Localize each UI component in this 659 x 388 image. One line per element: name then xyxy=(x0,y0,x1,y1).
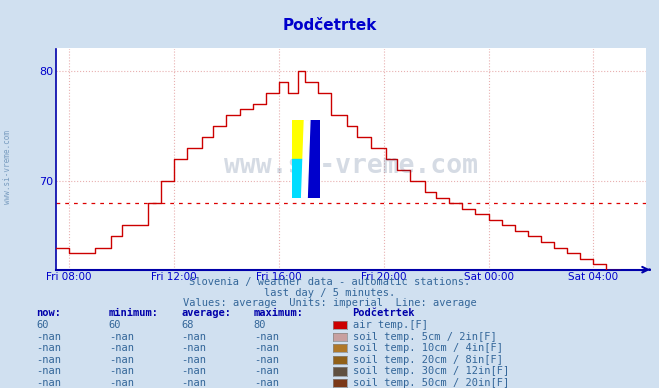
Text: soil temp. 10cm / 4in[F]: soil temp. 10cm / 4in[F] xyxy=(353,343,503,353)
Text: -nan: -nan xyxy=(36,378,61,388)
Text: Slovenia / weather data - automatic stations.: Slovenia / weather data - automatic stat… xyxy=(189,277,470,287)
Text: -nan: -nan xyxy=(36,343,61,353)
Text: 60: 60 xyxy=(109,320,121,330)
Text: last day / 5 minutes.: last day / 5 minutes. xyxy=(264,288,395,298)
Polygon shape xyxy=(302,120,310,198)
Text: -nan: -nan xyxy=(36,366,61,376)
Text: -nan: -nan xyxy=(36,331,61,341)
Text: -nan: -nan xyxy=(254,331,279,341)
Text: soil temp. 30cm / 12in[F]: soil temp. 30cm / 12in[F] xyxy=(353,366,509,376)
Text: air temp.[F]: air temp.[F] xyxy=(353,320,428,330)
Text: 60: 60 xyxy=(36,320,49,330)
Text: Podčetrtek: Podčetrtek xyxy=(353,308,415,318)
Text: -nan: -nan xyxy=(109,378,134,388)
Text: Values: average  Units: imperial  Line: average: Values: average Units: imperial Line: av… xyxy=(183,298,476,308)
Bar xyxy=(292,120,306,159)
Text: 68: 68 xyxy=(181,320,194,330)
Text: -nan: -nan xyxy=(181,355,206,365)
Text: -nan: -nan xyxy=(109,366,134,376)
Text: -nan: -nan xyxy=(181,366,206,376)
Bar xyxy=(292,159,306,198)
Text: www.si-vreme.com: www.si-vreme.com xyxy=(224,153,478,179)
Text: -nan: -nan xyxy=(181,378,206,388)
Text: -nan: -nan xyxy=(36,355,61,365)
Text: soil temp. 5cm / 2in[F]: soil temp. 5cm / 2in[F] xyxy=(353,331,496,341)
Text: soil temp. 50cm / 20in[F]: soil temp. 50cm / 20in[F] xyxy=(353,378,509,388)
Text: -nan: -nan xyxy=(254,366,279,376)
Text: www.si-vreme.com: www.si-vreme.com xyxy=(3,130,13,204)
Text: now:: now: xyxy=(36,308,61,318)
Text: -nan: -nan xyxy=(109,355,134,365)
Text: maximum:: maximum: xyxy=(254,308,304,318)
Text: -nan: -nan xyxy=(181,331,206,341)
Text: soil temp. 20cm / 8in[F]: soil temp. 20cm / 8in[F] xyxy=(353,355,503,365)
Text: -nan: -nan xyxy=(254,343,279,353)
Text: minimum:: minimum: xyxy=(109,308,159,318)
Text: -nan: -nan xyxy=(254,355,279,365)
Text: Podčetrtek: Podčetrtek xyxy=(282,18,377,33)
Text: -nan: -nan xyxy=(109,343,134,353)
Text: average:: average: xyxy=(181,308,231,318)
Text: 80: 80 xyxy=(254,320,266,330)
Text: -nan: -nan xyxy=(109,331,134,341)
Bar xyxy=(306,120,320,198)
Text: -nan: -nan xyxy=(181,343,206,353)
Text: -nan: -nan xyxy=(254,378,279,388)
